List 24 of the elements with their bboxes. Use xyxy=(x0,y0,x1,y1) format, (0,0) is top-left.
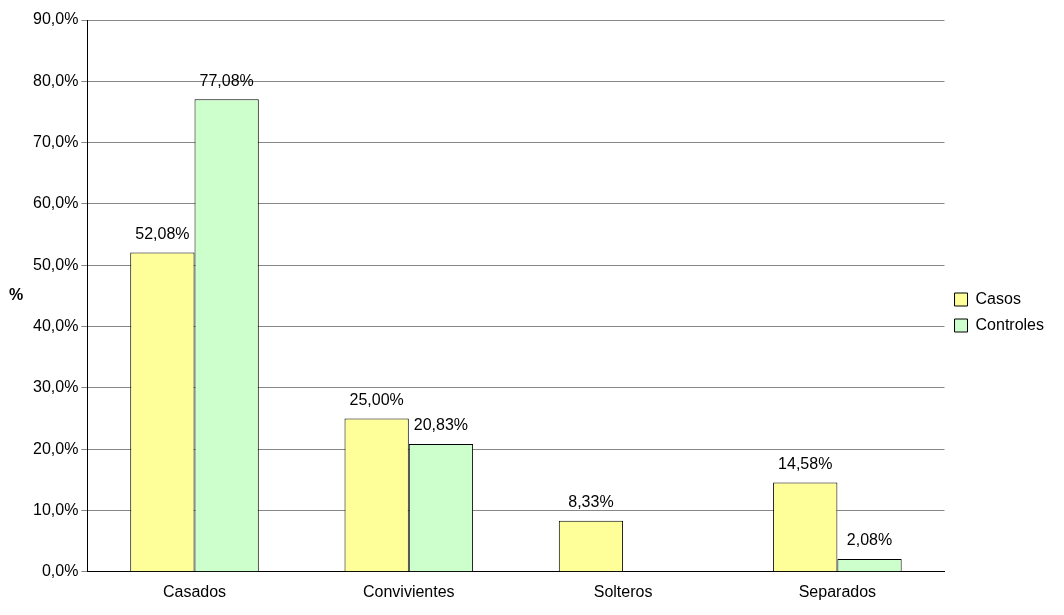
data-label: 25,00% xyxy=(349,390,404,408)
y-tick-label: 60,0% xyxy=(32,194,79,212)
x-tick-label: Convivientes xyxy=(363,582,455,600)
data-label: 52,08% xyxy=(135,224,190,242)
legend-label: Controles xyxy=(975,315,1045,333)
y-axis-title: % xyxy=(8,286,24,304)
y-tick-label: 40,0% xyxy=(32,316,79,334)
data-label: 20,83% xyxy=(413,416,469,434)
data-label: 8,33% xyxy=(568,493,614,511)
data-label: 2,08% xyxy=(846,531,893,549)
x-tick-label: Separados xyxy=(798,582,877,600)
y-tick-label: 80,0% xyxy=(32,71,79,89)
data-label: 77,08% xyxy=(199,71,254,89)
data-label: 14,58% xyxy=(778,454,833,472)
y-tick-label: 30,0% xyxy=(32,378,79,396)
y-tick-label: 20,0% xyxy=(32,439,79,457)
y-tick-label: 70,0% xyxy=(32,133,79,151)
y-tick-label: 10,0% xyxy=(32,500,79,518)
x-tick-label: Solteros xyxy=(593,582,653,600)
legend-label: Casos xyxy=(975,289,1021,307)
y-tick-label: 50,0% xyxy=(32,255,79,273)
y-tick-label: 0,0% xyxy=(41,562,79,580)
x-tick-label: Casados xyxy=(162,582,227,600)
y-tick-label: 90,0% xyxy=(32,10,79,28)
